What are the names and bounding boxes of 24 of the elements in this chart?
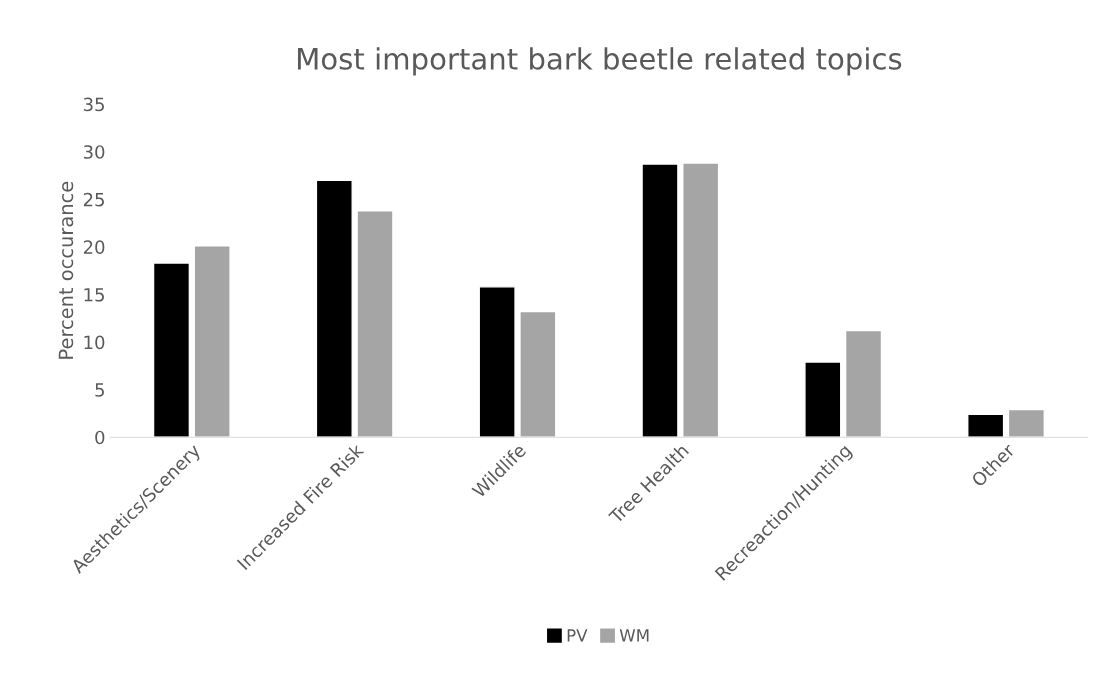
y-tick-label: 10 (84, 335, 105, 350)
bar (315, 179, 353, 438)
y-tick-label: 5 (95, 383, 104, 397)
chart-title: Most important bark beetle related topics (298, 47, 902, 76)
bar (478, 286, 516, 438)
y-tick-label: 25 (83, 192, 104, 207)
bar (356, 210, 394, 438)
bar (152, 262, 191, 438)
y-tick-label: 15 (84, 288, 104, 302)
bar (967, 413, 1005, 438)
bar (641, 163, 679, 438)
y-tick-label: 35 (83, 97, 104, 112)
bar (1007, 408, 1045, 438)
bar (804, 361, 842, 438)
legend-label: WM (619, 629, 649, 642)
y-axis-title: Percent occurance (58, 181, 74, 359)
y-tick-label: 0 (95, 430, 105, 445)
y-tick-label: 30 (83, 145, 105, 159)
legend-label: PV (567, 629, 588, 642)
bar (682, 162, 720, 438)
bar (844, 329, 883, 438)
bar (193, 245, 231, 438)
y-tick-label: 20 (83, 240, 105, 254)
bar (519, 310, 557, 438)
